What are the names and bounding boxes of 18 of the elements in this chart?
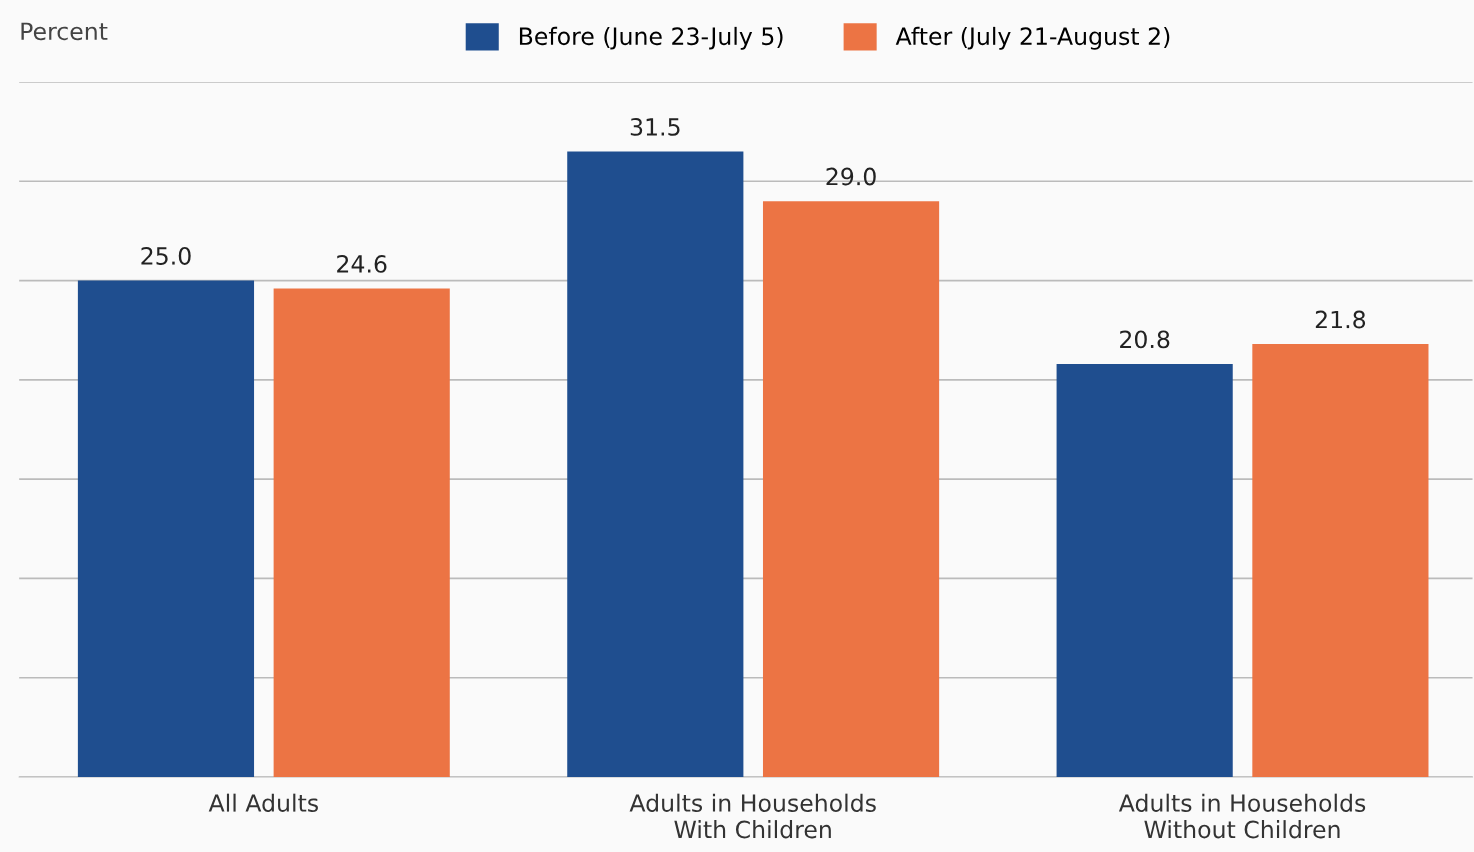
data-label: 25.0 [141, 247, 191, 265]
x-tick-label: Adults in Households With Children [629, 793, 876, 839]
data-label: 21.8 [1315, 310, 1366, 329]
bar [762, 201, 940, 777]
bar [273, 288, 450, 777]
bar [1056, 363, 1233, 777]
data-label: 31.5 [630, 117, 680, 136]
bar [77, 280, 255, 777]
bar [567, 151, 744, 777]
x-tick-label: Adults in Households Without Children [1118, 793, 1366, 839]
data-label: 20.8 [1120, 330, 1170, 349]
legend-label: Before (June 23-July 5) [519, 26, 783, 50]
data-label: 24.6 [337, 254, 387, 273]
legend-label: After (July 21-August 2) [895, 26, 1170, 50]
data-label: 29.0 [826, 167, 876, 186]
bar [1252, 344, 1429, 777]
y-axis-title: Percent [21, 22, 108, 41]
x-tick-label: All Adults [208, 793, 318, 812]
